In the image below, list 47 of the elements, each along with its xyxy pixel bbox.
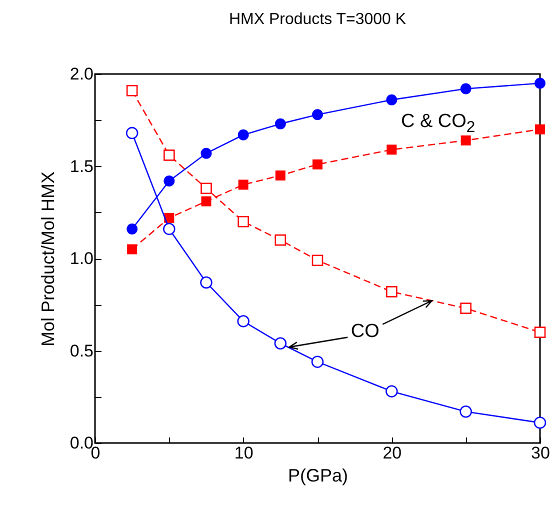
chart-title: HMX Products T=3000 K: [228, 11, 406, 28]
point: [386, 94, 398, 106]
point: [534, 326, 546, 338]
point: [460, 83, 472, 94]
point: [535, 124, 545, 134]
point: [127, 244, 138, 254]
y-axis-title: Mol Product/Mol HMX: [38, 171, 58, 347]
x-tick-label: 20: [382, 444, 402, 462]
x-tick-label: 10: [234, 444, 254, 462]
point: [274, 118, 286, 130]
point: [275, 170, 286, 180]
point: [126, 126, 138, 140]
point: [200, 276, 212, 289]
point: [312, 109, 323, 120]
point: [200, 182, 212, 194]
point: [386, 385, 398, 398]
point: [534, 416, 546, 429]
point: [460, 302, 472, 314]
x-tick-label: 30: [531, 444, 550, 462]
annotation: CO: [350, 321, 380, 344]
point: [460, 135, 471, 146]
y-tick-label: 2.0: [70, 64, 94, 84]
point: [274, 337, 287, 350]
annotation: C & CO$_{2}$: [400, 110, 476, 137]
point: [312, 254, 324, 266]
point: [312, 159, 322, 170]
point: [386, 286, 398, 298]
point: [238, 129, 249, 140]
point: [460, 406, 472, 418]
point: [386, 144, 397, 155]
y-tick-label: 1.5: [70, 156, 94, 176]
point: [200, 148, 212, 159]
point: [126, 224, 138, 234]
y-tick-label: 1.0: [70, 249, 94, 268]
point: [201, 196, 212, 206]
point: [534, 78, 546, 89]
x-axis-title: P(GPa): [288, 466, 348, 486]
point: [126, 84, 138, 96]
point: [164, 150, 175, 161]
y-tick-label: 0.5: [70, 341, 94, 360]
point: [163, 222, 176, 236]
point: [164, 176, 175, 186]
point: [237, 315, 250, 328]
point: [274, 234, 286, 246]
point: [238, 216, 249, 228]
point: [238, 180, 248, 190]
point: [311, 356, 324, 368]
